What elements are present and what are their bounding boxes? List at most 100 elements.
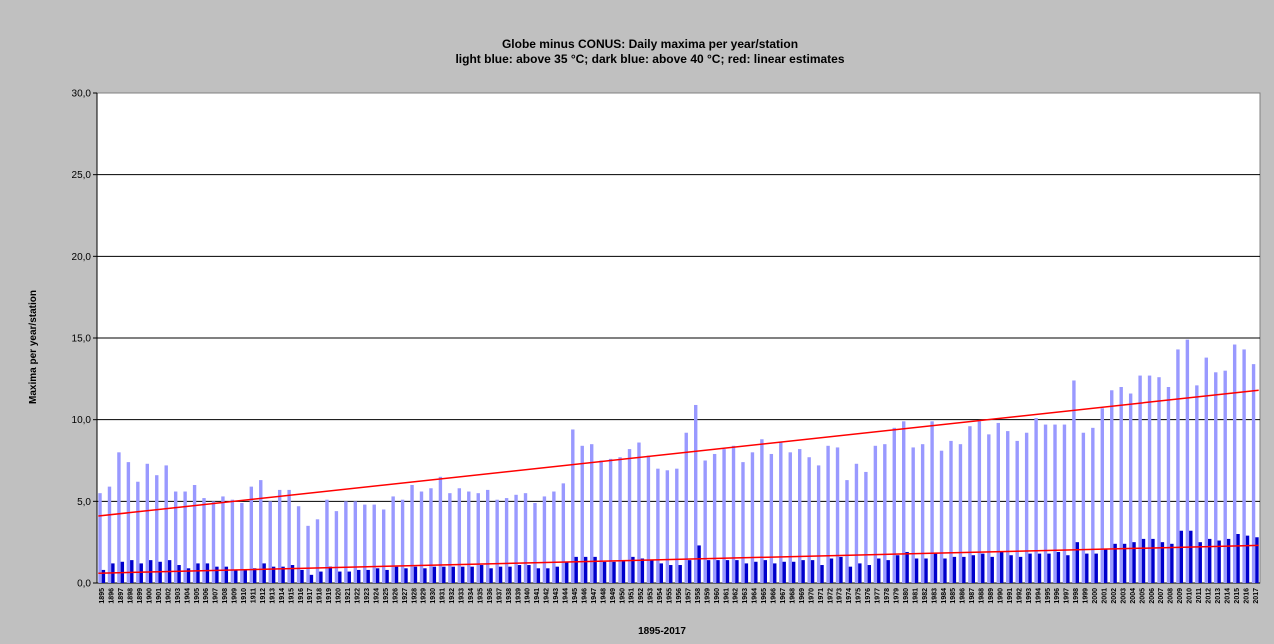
bar-above-40 [451, 566, 455, 583]
bar-above-35 [504, 498, 509, 583]
bar-above-35 [1128, 393, 1133, 583]
bar-above-40 [981, 553, 985, 583]
x-tick-label: 1966 [771, 588, 778, 604]
bar-above-35 [826, 445, 830, 583]
bar-above-35 [608, 458, 613, 583]
bar-above-40 [366, 569, 370, 583]
x-tick-label: 1918 [317, 588, 324, 604]
bar-above-35 [779, 442, 783, 583]
bar-above-40 [858, 563, 862, 583]
bar-above-35 [523, 493, 528, 583]
bar-above-40 [1085, 553, 1089, 583]
x-tick-label: 1908 [222, 588, 229, 604]
bar-above-35 [1176, 349, 1180, 583]
bar-above-40 [1189, 530, 1193, 583]
bar-above-35 [1204, 357, 1208, 583]
x-tick-label: 1933 [459, 588, 466, 604]
bar-above-40 [1141, 538, 1146, 583]
bar-above-35 [126, 462, 131, 583]
x-tick-label: 1941 [534, 588, 541, 604]
bar-above-35 [987, 434, 991, 583]
bar-above-35 [164, 465, 168, 583]
bar-above-40 [1009, 555, 1013, 583]
chart-title: Globe minus CONUS: Daily maxima per year… [502, 37, 798, 51]
bar-above-40 [139, 563, 143, 583]
bar-above-35 [533, 502, 537, 583]
bar-above-40 [300, 569, 304, 583]
bar-above-35 [448, 493, 452, 583]
x-tick-label: 2015 [1234, 588, 1241, 604]
bar-above-35 [221, 496, 225, 583]
x-tick-label: 1986 [960, 588, 967, 604]
bar-above-40 [952, 556, 957, 583]
bar-above-40 [1255, 537, 1259, 583]
bar-above-35 [429, 488, 433, 583]
bar-above-40 [508, 566, 512, 583]
bar-above-40 [1056, 551, 1061, 583]
y-tick-label: 20,0 [72, 252, 92, 263]
bar-above-40 [1122, 543, 1127, 583]
bar-above-40 [461, 566, 465, 583]
bar-above-35 [731, 445, 736, 583]
bar-above-40 [924, 558, 928, 583]
x-tick-label: 2016 [1243, 588, 1250, 604]
bar-above-35 [590, 444, 594, 583]
x-tick-label: 1926 [392, 588, 399, 604]
bar-above-35 [1015, 440, 1019, 583]
bar-above-35 [788, 452, 792, 583]
bar-above-35 [192, 485, 197, 583]
bar-above-35 [259, 480, 263, 583]
bar-above-40 [782, 561, 786, 583]
bar-above-40 [517, 565, 522, 583]
x-tick-label: 1999 [1083, 588, 1090, 604]
bar-above-35 [684, 432, 688, 583]
bar-above-40 [886, 560, 890, 583]
x-tick-label: 2000 [1092, 588, 1099, 604]
bar-above-40 [1037, 553, 1042, 583]
x-tick-label: 1914 [279, 588, 286, 604]
bar-above-40 [385, 569, 389, 583]
x-tick-label: 1945 [572, 588, 579, 604]
bar-above-40 [801, 560, 805, 583]
bar-above-35 [911, 447, 915, 583]
bar-above-40 [735, 560, 739, 583]
x-tick-label: 1916 [298, 588, 305, 604]
bar-above-40 [290, 565, 295, 583]
x-tick-label: 1936 [487, 588, 494, 604]
bar-above-40 [546, 568, 550, 583]
bar-above-35 [1223, 370, 1227, 583]
x-tick-label: 1913 [269, 588, 276, 604]
x-tick-label: 1938 [506, 588, 513, 604]
bar-above-35 [1062, 424, 1067, 583]
x-tick-label: 1919 [326, 588, 333, 604]
x-tick-label: 1904 [184, 588, 191, 604]
bar-above-40 [281, 566, 285, 583]
x-tick-label: 1924 [373, 588, 380, 604]
bar-above-40 [839, 556, 843, 583]
x-tick-label: 1993 [1026, 588, 1033, 604]
bar-above-35 [883, 444, 887, 583]
bar-above-35 [419, 491, 424, 583]
x-tick-label: 2005 [1139, 588, 1146, 604]
bar-above-40 [442, 566, 446, 583]
bar-above-35 [514, 494, 518, 583]
x-tick-label: 2003 [1120, 588, 1127, 604]
bar-above-35 [230, 499, 235, 583]
bar-above-40 [725, 560, 730, 583]
bar-above-40 [706, 560, 711, 583]
x-tick-label: 1957 [685, 588, 692, 604]
bar-above-40 [527, 565, 531, 583]
x-tick-label: 1954 [657, 588, 664, 604]
bar-above-35 [977, 421, 982, 583]
bar-above-40 [744, 563, 749, 583]
x-tick-label: 1920 [336, 588, 343, 604]
bar-above-35 [807, 457, 811, 583]
bar-above-40 [479, 565, 484, 583]
bar-above-35 [173, 491, 178, 583]
x-tick-labels: 1895 1896 1897 1898 1899 1900 1901 1902 1903 1904… [99, 588, 1260, 604]
bar-above-40 [763, 560, 767, 583]
bar-above-35 [155, 475, 159, 583]
x-tick-label: 1905 [194, 588, 201, 604]
bar-above-40 [697, 545, 701, 583]
x-tick-label: 1964 [752, 588, 759, 604]
